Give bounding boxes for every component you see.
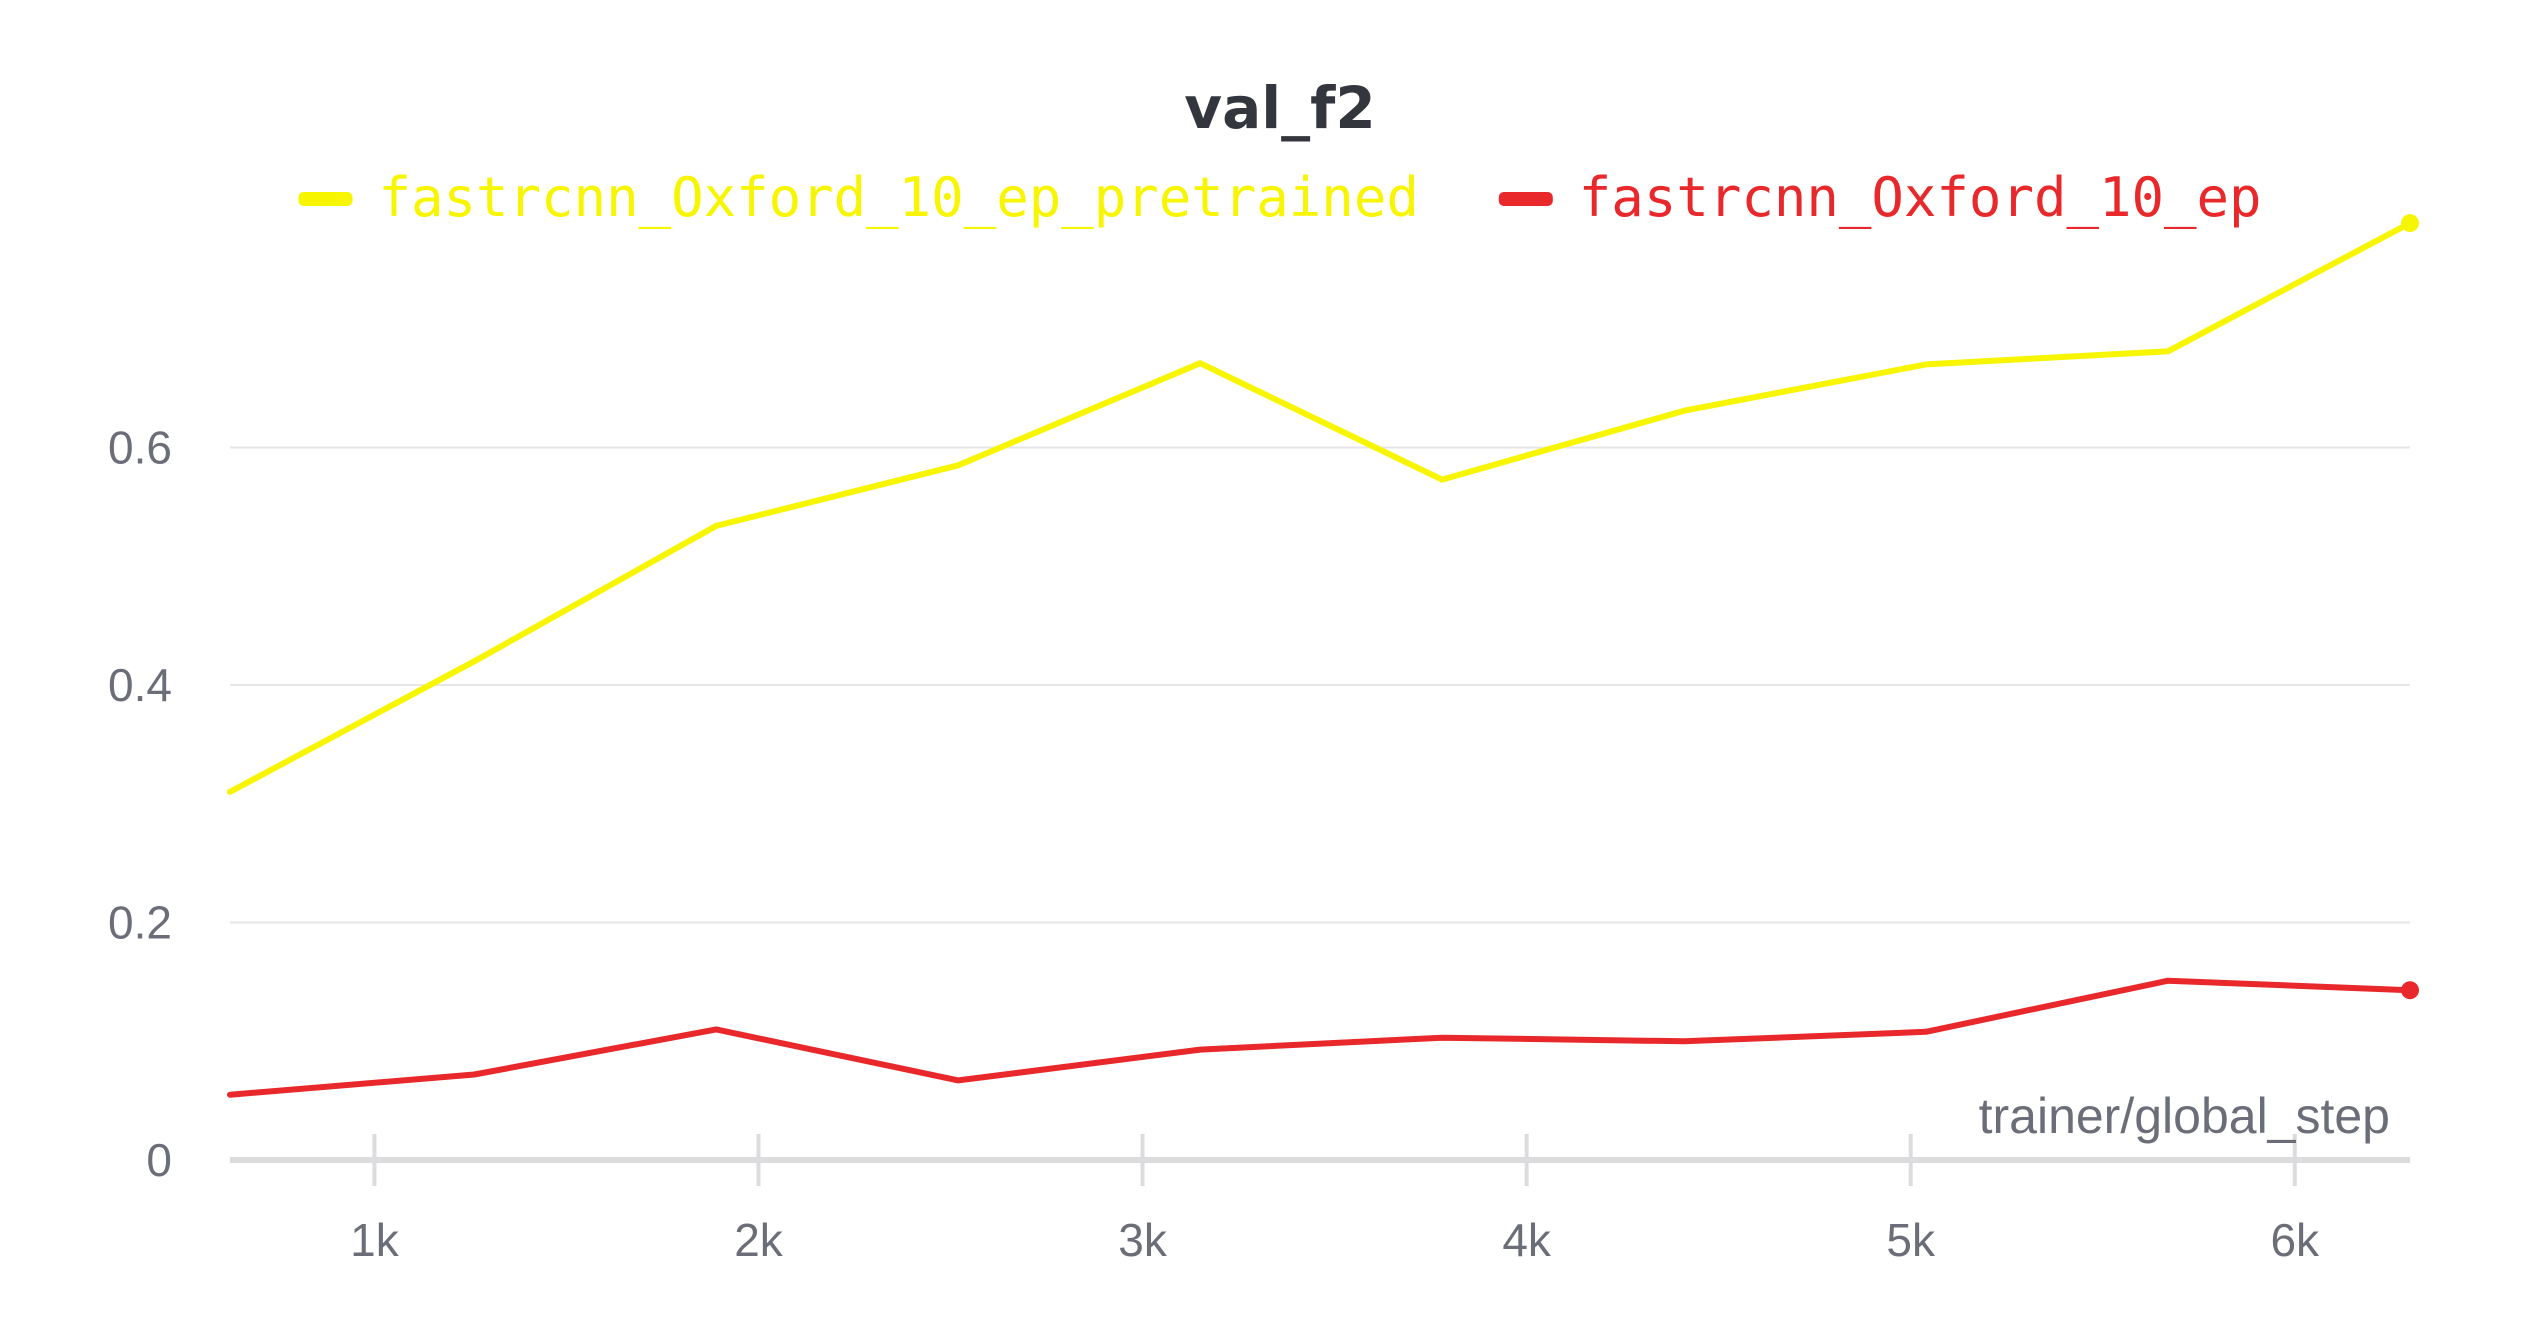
y-axis: 0 0.2 0.4 0.6	[108, 422, 172, 1187]
legend-swatch	[298, 192, 353, 206]
x-axis: 1k 2k 3k 4k 5k 6k	[230, 1134, 2410, 1266]
x-axis-title: trainer/global_step	[1979, 1088, 2390, 1144]
legend-label: fastrcnn_Oxford_10_ep	[1579, 166, 2262, 229]
legend-item[interactable]: fastrcnn_Oxford_10_ep_pretrained	[298, 166, 1419, 229]
x-tick-label: 4k	[1502, 1214, 1552, 1266]
series-end-point-0	[2401, 214, 2419, 233]
legend-item[interactable]: fastrcnn_Oxford_10_ep	[1498, 166, 2262, 229]
y-tick-label: 0.4	[108, 659, 172, 711]
y-tick-label: 0	[146, 1134, 172, 1186]
series	[227, 214, 2419, 1098]
legend: fastrcnn_Oxford_10_ep_pretrained fastrcnn…	[298, 166, 2262, 229]
y-tick-label: 0.2	[108, 897, 172, 949]
chart-title: val_f2	[1184, 74, 1375, 142]
legend-label: fastrcnn_Oxford_10_ep_pretrained	[379, 166, 1419, 229]
y-tick-label: 0.6	[108, 422, 172, 474]
legend-swatch	[1498, 192, 1553, 206]
series-line-1	[227, 977, 2413, 1098]
series-line-0	[227, 220, 2413, 795]
x-tick-label: 2k	[734, 1214, 784, 1266]
series-end-point-1	[2401, 981, 2419, 1000]
gridlines	[230, 446, 2410, 924]
x-tick-label: 6k	[2270, 1214, 2320, 1266]
x-tick-label: 1k	[350, 1214, 400, 1266]
x-tick-label: 3k	[1118, 1214, 1168, 1266]
x-tick-label: 5k	[1886, 1214, 1936, 1266]
